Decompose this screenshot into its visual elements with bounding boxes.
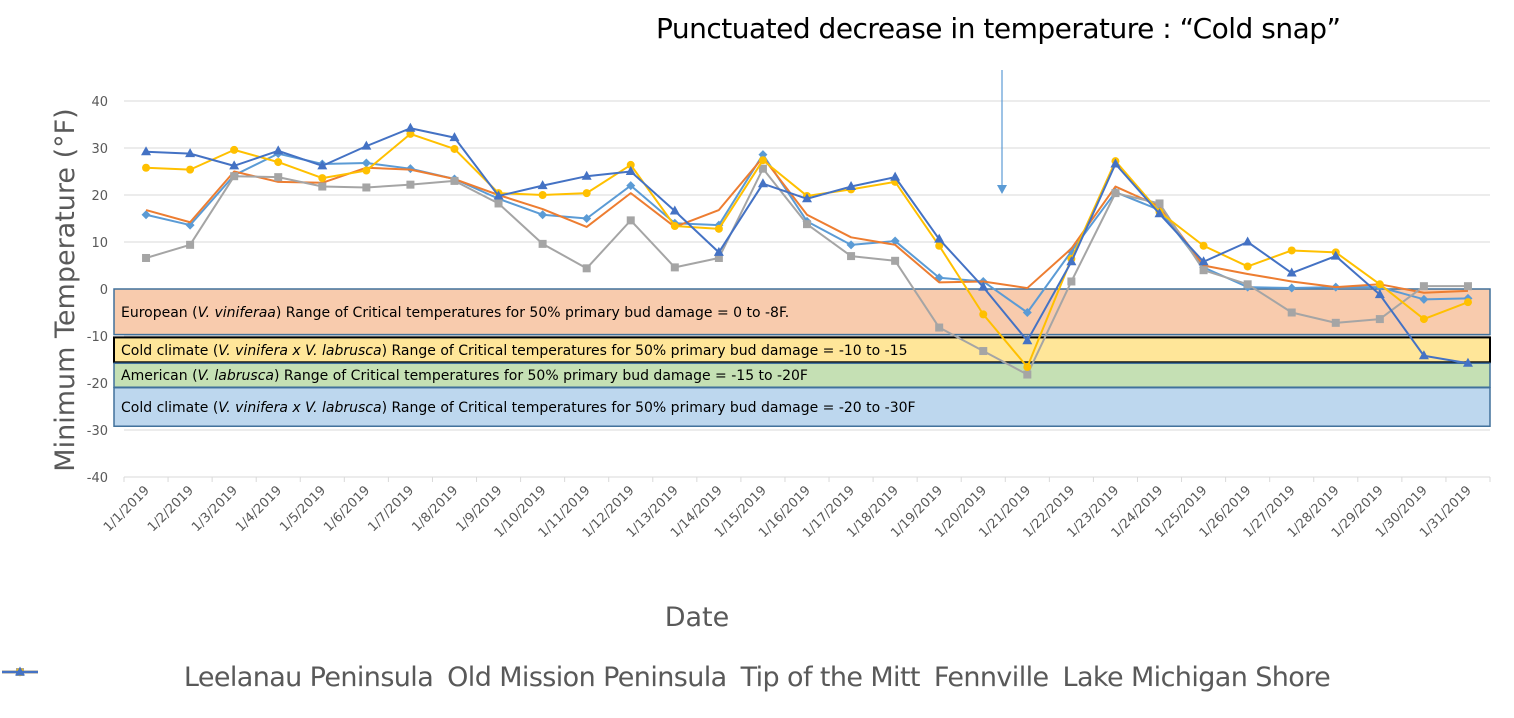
band-4: Cold climate (V. vinifera x V. labrusca)… [113, 386, 1491, 427]
x-tick-label: 1/8/2019 [409, 483, 461, 535]
y-tick-label: -40 [87, 471, 108, 486]
band-label: Cold climate (V. vinifera x V. labrusca)… [121, 343, 908, 359]
x-axis-title: Date [665, 602, 730, 633]
x-tick-label: 1/5/2019 [277, 483, 329, 535]
legend-item-leelanau-peninsula: Leelanau Peninsula [2, 662, 434, 693]
band-1: European (V. viniferaa) Range of Critica… [113, 288, 1491, 336]
y-axis-title: Minimum Temperature (°F) [50, 108, 81, 471]
legend-label: Old Mission Peninsula [447, 662, 727, 693]
x-tick-label: 1/3/2019 [189, 483, 241, 535]
cold-snap-annotation: Punctuated decrease in temperature : “Co… [656, 12, 1341, 45]
cold-snap-arrow-icon [997, 70, 1007, 194]
y-tick-label: -20 [87, 377, 108, 392]
legend-item-lake-michigan-shore: Lake Michigan Shore [2, 662, 1331, 693]
legend-item-fennville: Fennville [2, 662, 1049, 693]
legend-label: Fennville [933, 662, 1049, 693]
x-tick-label: 1/1/2019 [101, 483, 153, 535]
critical-temperature-bands: European (V. viniferaa) Range of Critica… [113, 288, 1491, 427]
band-label: Cold climate (V. vinifera x V. labrusca)… [121, 400, 916, 416]
series-lake-michigan-shore [141, 122, 1473, 367]
y-tick-label: -10 [87, 330, 108, 345]
y-tick-label: 30 [91, 142, 108, 157]
band-label: European (V. viniferaa) Range of Critica… [121, 305, 789, 321]
legend-label: Lake Michigan Shore [1062, 662, 1331, 693]
chart-legend: Leelanau Peninsula Old Mission Peninsula T… [0, 662, 1514, 693]
legend-label: Leelanau Peninsula [183, 662, 434, 693]
band-3: American (V. labrusca) Range of Critical… [113, 362, 1491, 388]
band-label: American (V. labrusca) Range of Critical… [121, 368, 808, 384]
x-tick-label: 1/4/2019 [233, 483, 285, 535]
x-tick-label: 1/7/2019 [365, 483, 417, 535]
legend-label: Tip of the Mitt [740, 662, 921, 693]
y-axis-ticks: 40 30 20 10 0 -10 -20 -30 -40 [87, 95, 108, 486]
series-tip-of-the-mitt [142, 164, 1472, 379]
x-tick-label: 1/6/2019 [321, 483, 373, 535]
y-tick-label: 10 [91, 236, 108, 251]
x-axis-ticks: 1/1/20191/2/20191/3/20191/4/20191/5/2019… [101, 476, 1491, 541]
series-lines [141, 122, 1473, 379]
y-tick-label: 20 [91, 189, 108, 204]
legend-item-old-mission-peninsula: Old Mission Peninsula [2, 662, 727, 693]
legend-triangle-icon [2, 666, 38, 676]
y-tick-label: 0 [100, 283, 108, 298]
legend-item-tip-of-the-mitt: Tip of the Mitt [2, 662, 921, 693]
band-2: Cold climate (V. vinifera x V. labrusca)… [113, 336, 1491, 364]
x-tick-label: 1/2/2019 [145, 483, 197, 535]
y-tick-label: -30 [87, 424, 108, 439]
y-tick-label: 40 [91, 95, 108, 110]
